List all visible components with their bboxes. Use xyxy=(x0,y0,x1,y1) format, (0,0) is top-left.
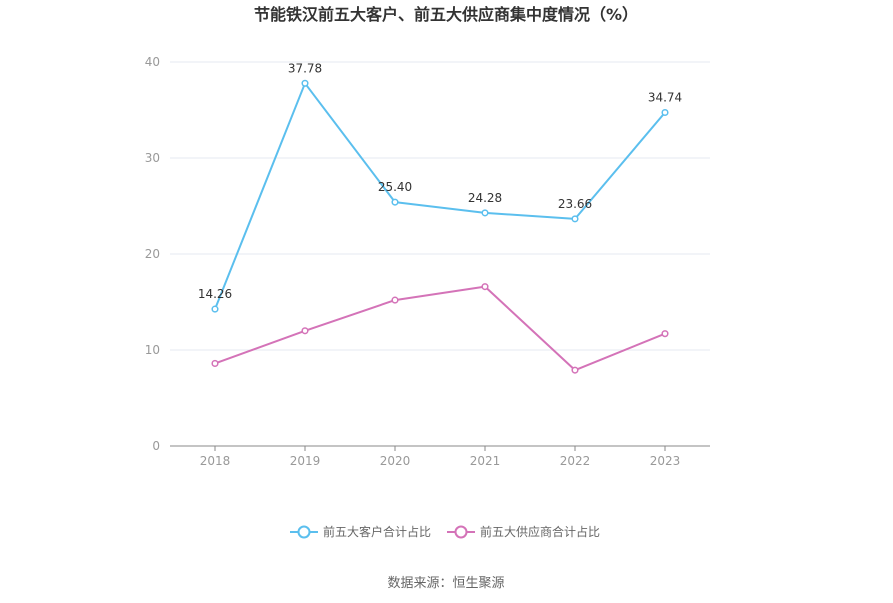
series-layer xyxy=(211,79,669,374)
y-tick-label: 40 xyxy=(145,55,160,69)
chart-title: 节能铁汉前五大客户、前五大供应商集中度情况（%） xyxy=(254,5,638,24)
data-point[interactable] xyxy=(211,359,219,367)
data-point[interactable] xyxy=(571,366,579,374)
legend-label: 前五大供应商合计占比 xyxy=(480,524,600,539)
x-tick-label: 2019 xyxy=(290,454,321,468)
y-tick-label: 20 xyxy=(145,247,160,261)
data-point[interactable] xyxy=(481,283,489,291)
y-tick-label: 10 xyxy=(145,343,160,357)
data-point[interactable] xyxy=(661,108,669,117)
y-tick-label: 30 xyxy=(145,151,160,165)
data-label: 34.74 xyxy=(648,90,682,104)
data-label: 14.26 xyxy=(198,287,232,301)
legend-marker xyxy=(297,525,311,539)
series-line-0 xyxy=(214,82,666,310)
x-tick-label: 2020 xyxy=(380,454,411,468)
data-label: 23.66 xyxy=(558,197,592,211)
legend-item-0[interactable]: 前五大客户合计占比 xyxy=(290,524,431,539)
data-point[interactable] xyxy=(481,209,489,217)
x-tick-label: 2021 xyxy=(470,454,501,468)
legend-label: 前五大客户合计占比 xyxy=(323,524,431,539)
data-point[interactable] xyxy=(571,215,579,223)
legend-marker xyxy=(454,525,468,539)
y-tick-label: 0 xyxy=(152,439,160,453)
x-tick-label: 2023 xyxy=(650,454,681,468)
data-label: 24.28 xyxy=(468,191,502,205)
x-tick-label: 2018 xyxy=(200,454,231,468)
data-source: 数据来源：恒生聚源 xyxy=(387,576,504,591)
data-point[interactable] xyxy=(661,330,669,338)
data-point[interactable] xyxy=(301,79,309,87)
legend-item-1[interactable]: 前五大供应商合计占比 xyxy=(447,524,600,539)
x-tick-label: 2022 xyxy=(560,454,591,468)
data-label: 25.40 xyxy=(378,180,412,194)
grid xyxy=(170,61,710,351)
data-point[interactable] xyxy=(391,296,399,304)
data-labels: 14.26 37.78 25.40 24.28 23.66 34.74 xyxy=(198,61,682,301)
data-point[interactable] xyxy=(391,198,399,206)
data-point[interactable] xyxy=(301,327,309,335)
data-point[interactable] xyxy=(211,305,219,313)
series-line-1 xyxy=(214,285,666,372)
data-label: 37.78 xyxy=(288,61,322,75)
axes: 0 10 20 30 40 2018 2019 2020 2021 2022 2023 xyxy=(145,55,710,468)
legend[interactable]: 前五大客户合计占比 前五大供应商合计占比 xyxy=(290,524,600,539)
